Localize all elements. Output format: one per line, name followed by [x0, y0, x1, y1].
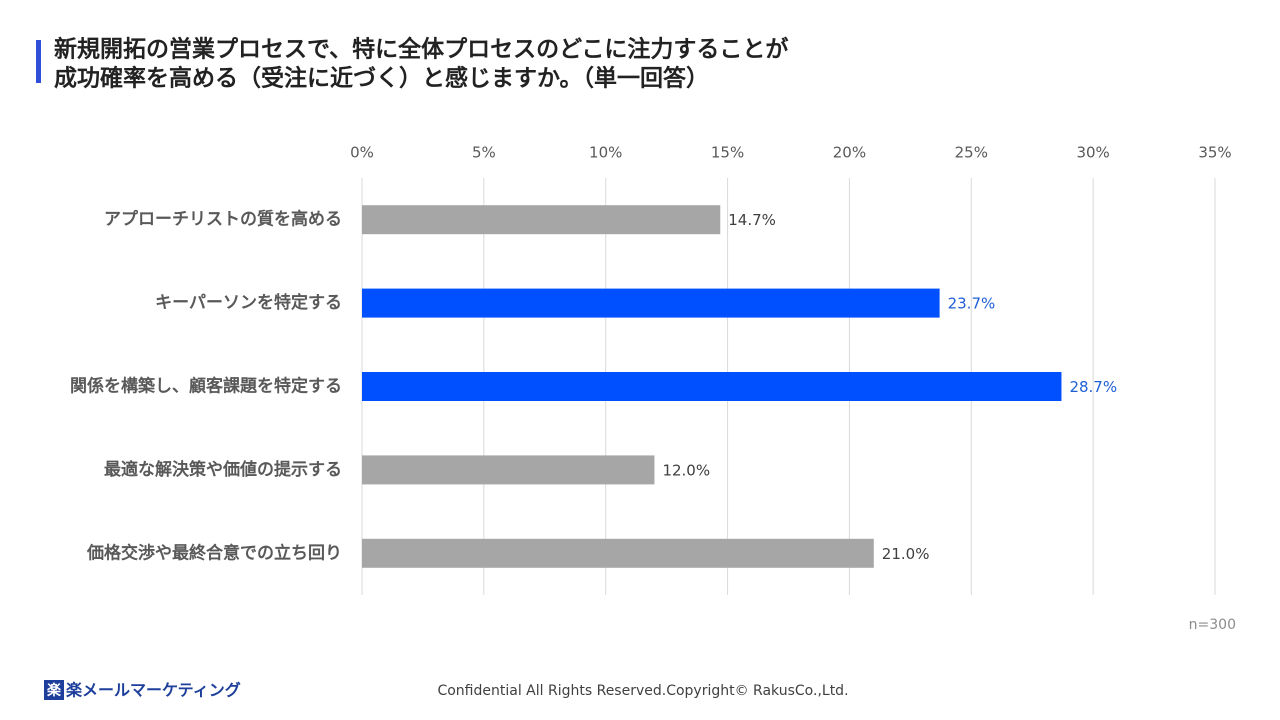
sample-note: n=300 — [1189, 617, 1236, 633]
logo-mark: 楽 — [46, 682, 62, 699]
x-tick-label: 35% — [1198, 144, 1231, 162]
chart-title: 新規開拓の営業プロセスで、特に全体プロセスのどこに注力することが — [54, 36, 788, 63]
chart-title: 成功確率を高める（受注に近づく）と感じますか。（単一回答） — [54, 65, 709, 92]
value-label: 23.7% — [948, 295, 996, 313]
y-tick-label: 関係を構築し、顧客課題を特定する — [70, 376, 342, 397]
value-label: 21.0% — [882, 545, 930, 563]
x-tick-label: 10% — [589, 144, 622, 162]
x-tick-label: 30% — [1076, 144, 1109, 162]
bar — [362, 288, 940, 318]
x-tick-label: 25% — [955, 144, 988, 162]
logo-text: 楽メールマーケティング — [65, 681, 241, 700]
bar — [362, 538, 874, 568]
y-tick-label: アプローチリストの質を高める — [104, 209, 342, 230]
value-label: 12.0% — [662, 461, 710, 479]
y-tick-label: キーパーソンを特定する — [155, 292, 342, 313]
y-tick-label: 最適な解決策や価値の提示する — [104, 459, 342, 480]
value-label: 14.7% — [728, 211, 776, 229]
title-accent — [36, 40, 41, 83]
x-tick-label: 0% — [350, 144, 374, 162]
y-tick-label: 価格交渉や最終合意での立ち回り — [86, 542, 342, 563]
x-tick-label: 20% — [833, 144, 866, 162]
bar — [362, 372, 1062, 401]
copyright: Confidential All Rights Reserved.Copyrig… — [437, 683, 848, 699]
bar — [362, 455, 655, 485]
x-tick-label: 15% — [711, 144, 744, 162]
logo-box — [44, 680, 64, 700]
bar — [362, 205, 721, 235]
value-label: 28.7% — [1069, 378, 1117, 396]
x-tick-label: 5% — [472, 144, 496, 162]
